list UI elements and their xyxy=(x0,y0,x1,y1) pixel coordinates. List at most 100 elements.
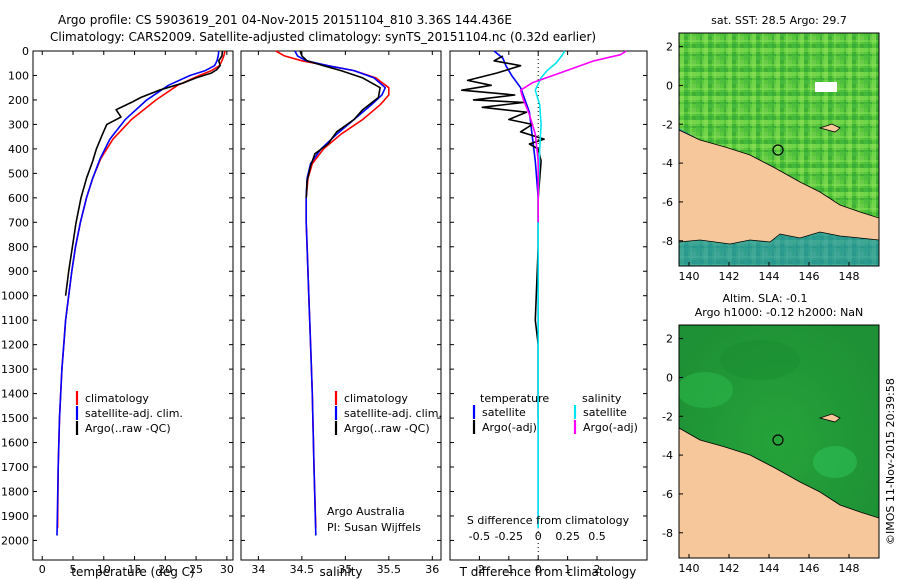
island-land xyxy=(818,413,841,423)
y-tick-label: 300 xyxy=(8,118,29,131)
sla-map-frame xyxy=(678,324,880,559)
header-line2: Climatology: CARS2009. Satellite-adjuste… xyxy=(50,30,596,44)
sla-map-title2: Argo h1000: -0.12 h2000: NaN xyxy=(695,306,864,319)
y-tick-label: 1700 xyxy=(1,461,29,474)
x-tick-label: 35 xyxy=(338,563,352,576)
map-x-tick-label: 148 xyxy=(839,562,860,575)
new-guinea-land xyxy=(679,427,879,558)
x-tick-label: 0 xyxy=(535,563,542,576)
map-x-tick-label: 144 xyxy=(759,562,780,575)
map-x-tick-label: 146 xyxy=(799,270,820,283)
difference-panel-frame xyxy=(449,50,648,561)
series-line-satellite-adj-clim- xyxy=(56,50,220,536)
sla-map xyxy=(678,324,880,559)
sst-map-title: sat. SST: 28.5 Argo: 29.7 xyxy=(711,14,847,27)
x-tick-label: -1 xyxy=(503,563,514,576)
sst-missing-patch xyxy=(815,82,837,92)
x-top-tick-label: -0.5 xyxy=(469,530,490,543)
map-y-tick-label: -8 xyxy=(662,235,673,248)
legend-label-satellite: satellite-adj. clim. xyxy=(344,407,442,420)
temperature-panel-frame xyxy=(32,50,234,561)
y-tick-label: 900 xyxy=(8,265,29,278)
x-tick-label: 2 xyxy=(594,563,601,576)
difference-chart: -2 -1 0 1 2 -0.5 -0.25 0 0.25 0.5 xyxy=(450,50,647,576)
map-x-tick-label: 140 xyxy=(679,270,700,283)
temperature-xlabel: temperature (deg C) xyxy=(71,565,194,579)
map-y-tick-label: 0 xyxy=(666,371,673,384)
sla-map-title1: Altim. SLA: -0.1 xyxy=(722,292,807,305)
sst-map-axes: 140 142 144 146 148 2 0 -2 -4 -6 -8 xyxy=(662,41,859,283)
argo-australia-label: Argo Australia xyxy=(327,505,405,518)
y-tick-label: 100 xyxy=(8,69,29,82)
y-tick-label: 2000 xyxy=(1,534,29,547)
legend-label-satellite: satellite-adj. clim. xyxy=(85,407,183,420)
sst-map xyxy=(678,32,880,267)
map-x-tick-label: 148 xyxy=(839,270,860,283)
x-tick-label: 20 xyxy=(158,563,172,576)
sla-anomaly xyxy=(679,372,733,408)
map-y-tick-label: -4 xyxy=(662,157,673,170)
map-y-tick-label: -6 xyxy=(662,488,673,501)
map-y-tick-label: -4 xyxy=(662,449,673,462)
map-x-tick-label: 140 xyxy=(679,562,700,575)
y-tick-label: 400 xyxy=(8,143,29,156)
salinity-panel-frame xyxy=(240,50,442,561)
legend-label-s-argo: Argo(-adj) xyxy=(583,421,638,434)
map-y-tick-label: 2 xyxy=(666,333,673,346)
map-y-tick-label: -2 xyxy=(662,410,673,423)
legend-salinity-title: salinity xyxy=(582,392,622,405)
sla-anomaly xyxy=(813,446,857,478)
x-tick-label: -2 xyxy=(474,563,485,576)
y-tick-label: 200 xyxy=(8,94,29,107)
x-tick-label: 1 xyxy=(564,563,571,576)
y-tick-label: 1300 xyxy=(1,363,29,376)
map-y-tick-label: 2 xyxy=(666,41,673,54)
map-x-tick-label: 144 xyxy=(759,270,780,283)
x-tick-label: 10 xyxy=(97,563,111,576)
y-tick-label: 0 xyxy=(22,45,29,58)
x-top-tick-label: 0.25 xyxy=(555,530,580,543)
salinity-chart: 34 34.5 35 35.5 36 xyxy=(241,50,441,576)
y-tick-label: 1900 xyxy=(1,510,29,523)
map-y-tick-label: -8 xyxy=(662,527,673,540)
x-tick-label: 25 xyxy=(189,563,203,576)
y-tick-label: 1000 xyxy=(1,290,29,303)
x-tick-label: 35.5 xyxy=(377,563,402,576)
legend-label-t-argo: Argo(-adj) xyxy=(482,421,537,434)
y-tick-label: 1100 xyxy=(1,314,29,327)
series-line-argo-raw-qc- xyxy=(64,50,224,296)
x-tick-label: 30 xyxy=(220,563,234,576)
x-tick-label: 36 xyxy=(425,563,439,576)
y-tick-label: 1500 xyxy=(1,412,29,425)
salinity-xlabel: salinity xyxy=(319,565,362,579)
salinity-legend: climatology satellite-adj. clim. Argo(..… xyxy=(327,391,442,534)
x-tick-label: 0 xyxy=(39,563,46,576)
temperature-chart: 0 5 10 15 20 25 30 xyxy=(33,50,234,576)
series-line-s-argo-adj- xyxy=(519,50,627,223)
y-tick-label: 500 xyxy=(8,167,29,180)
legend-label-t-satellite: satellite xyxy=(482,406,526,419)
x-top-tick-label: 0 xyxy=(535,530,542,543)
legend-temperature-title: temperature xyxy=(480,392,549,405)
series-line-argo-raw-qc- xyxy=(299,50,381,198)
legend-label-argo: Argo(..raw -QC) xyxy=(85,422,171,435)
y-tick-label: 800 xyxy=(8,241,29,254)
argo-location-marker xyxy=(772,434,784,446)
y-tick-label: 600 xyxy=(8,192,29,205)
x-top-tick-label: -0.25 xyxy=(495,530,523,543)
island-land xyxy=(818,123,841,133)
depth-axis: 0 100 200 300 400 500 600 700 800 900 1000 1100 1200… xyxy=(1,45,29,547)
sst-map-frame xyxy=(678,32,880,267)
y-tick-label: 1400 xyxy=(1,388,29,401)
y-tick-label: 1200 xyxy=(1,339,29,352)
sla-anomaly xyxy=(720,340,800,380)
difference-xlabel: T difference from climatology xyxy=(459,565,637,579)
y-tick-label: 1800 xyxy=(1,485,29,498)
legend-label-climatology: climatology xyxy=(344,392,408,405)
argo-location-marker xyxy=(772,144,784,156)
legend-label-s-satellite: satellite xyxy=(583,406,627,419)
sla-map-axes: 140 142 144 146 148 2 0 -2 -4 -6 -8 xyxy=(662,333,859,575)
legend-label-argo: Argo(..raw -QC) xyxy=(344,422,430,435)
legend-label-climatology: climatology xyxy=(85,392,149,405)
header-line1: Argo profile: CS 5903619_201 04-Nov-2015… xyxy=(58,13,512,27)
